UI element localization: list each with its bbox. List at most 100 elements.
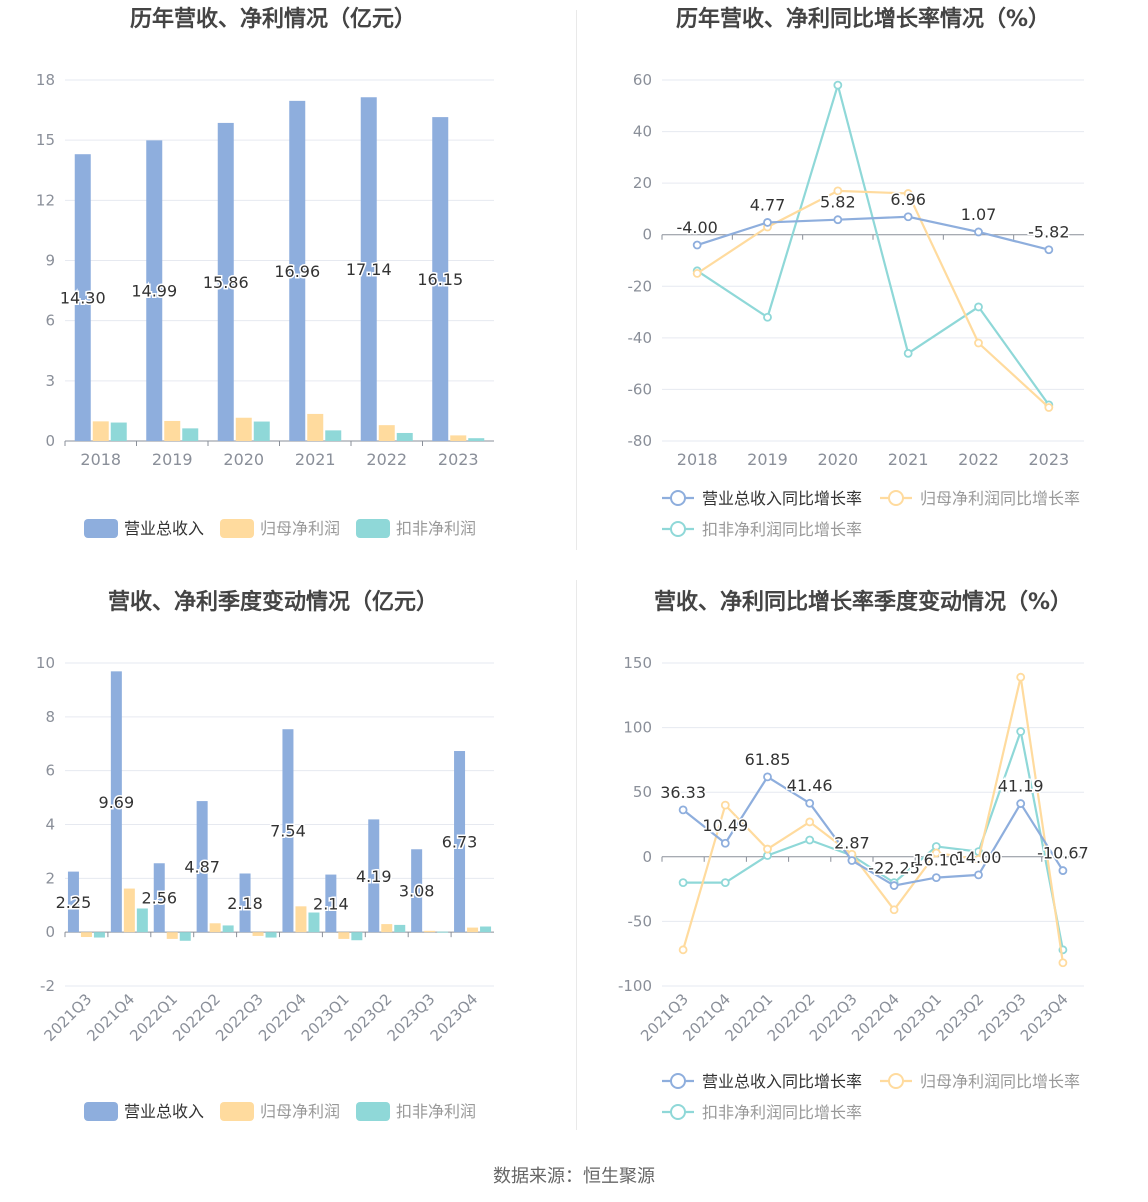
- quarterly-growth-legend-label: 归母净利润同比增长率: [920, 1072, 1080, 1091]
- quarterly-amount-bar-1: [209, 923, 221, 933]
- annual-growth-series-line-1: [696, 189, 1050, 409]
- annual-growth-point-0: [903, 212, 913, 222]
- annual-growth-legend-swatch-marker: [670, 521, 686, 537]
- annual-amount-data-label: 17.14: [346, 260, 392, 279]
- quarterly-growth-ytick-label: 100: [623, 719, 652, 737]
- quarterly-amount-ytick-label: -2: [40, 977, 55, 995]
- annual-growth-point-2: [763, 312, 772, 322]
- quarterly-amount-legend-swatch: [356, 1102, 390, 1121]
- annual-amount-bar-2: [253, 421, 270, 441]
- quarterly-growth-point-1: [1058, 958, 1068, 968]
- annual-growth-point-0: [692, 240, 702, 250]
- annual-growth-point-0: [833, 215, 843, 225]
- annual-amount-bar-0: [360, 97, 377, 442]
- annual-growth-point-2: [974, 302, 983, 312]
- vertical-divider-bottom: [576, 580, 577, 1130]
- quarterly-amount-bar-1: [424, 930, 436, 933]
- annual-amount-legend-swatch: [84, 519, 118, 538]
- annual-amount-ytick-label: 3: [45, 372, 55, 390]
- quarterly-growth-point-0: [847, 856, 857, 865]
- quarterly-amount-bar-0: [368, 819, 380, 933]
- annual-amount-xtick-label: 2021: [295, 450, 336, 469]
- quarterly-growth-point-1: [720, 800, 730, 810]
- quarterly-growth-point-1: [1016, 672, 1026, 682]
- annual-amount-ytick-label: 6: [45, 312, 55, 330]
- quarterly-amount-data-label: 2.18: [227, 894, 263, 913]
- quarterly-amount-bar-0: [325, 874, 337, 933]
- quarterly-amount-bar-0: [454, 751, 466, 933]
- quarterly-amount-legend-label: 归母净利润: [260, 1102, 340, 1121]
- annual-amount-bar-1: [235, 417, 252, 441]
- annual-growth-ytick-label: -80: [628, 432, 653, 450]
- annual-amount-bar-1: [378, 425, 395, 441]
- quarterly-amount-data-label: 3.08: [399, 882, 435, 901]
- annual-amount-legend-label: 营业总收入: [124, 519, 204, 538]
- annual-amount-bar-0: [217, 122, 234, 442]
- annual-growth-point-1: [833, 186, 843, 196]
- quarterly-amount-bar-0: [239, 873, 251, 933]
- annual-amount-xtick-label: 2023: [438, 450, 479, 469]
- annual-growth-point-1: [1044, 403, 1054, 412]
- quarterly-growth-point-0: [889, 881, 899, 890]
- quarterly-amount-bar-2: [136, 908, 148, 933]
- quarterly-amount-bar-2: [351, 932, 363, 941]
- quarterly-amount-ytick-label: 10: [36, 654, 55, 672]
- quarterly-amount-bar-0: [67, 871, 79, 933]
- quarterly-growth-series-line-2: [683, 727, 1064, 951]
- quarterly-amount-bar-1: [381, 924, 393, 933]
- annual-growth-point-0: [974, 227, 983, 237]
- annual-amount-bar-1: [450, 435, 467, 441]
- annual-amount-bar-2: [182, 428, 199, 441]
- quarterly-growth-data-label: 41.19: [998, 777, 1044, 796]
- annual-growth-legend-swatch-marker: [670, 490, 686, 506]
- quarterly-amount-ytick-label: 4: [45, 816, 55, 834]
- annual-growth-point-0: [1044, 245, 1054, 255]
- quarterly-growth-data-label: 61.85: [745, 750, 791, 769]
- annual-growth-ytick-label: 60: [633, 71, 652, 89]
- quarterly-growth-data-label: -22.25: [868, 859, 920, 878]
- quarterly-amount-bar-0: [282, 729, 294, 933]
- quarterly-growth-legend-swatch-marker: [888, 1073, 904, 1089]
- annual-growth-legend-label: 扣非净利润同比增长率: [702, 520, 862, 539]
- annual-growth-xtick-label: 2023: [1028, 450, 1069, 469]
- annual-amount-ytick-label: 12: [36, 191, 55, 209]
- annual-growth-title: 历年营收、净利同比增长率情况（%）: [676, 6, 1050, 32]
- annual-amount-title: 历年营收、净利情况（亿元）: [130, 6, 416, 32]
- annual-amount-legend-swatch: [220, 519, 254, 538]
- annual-growth-data-label: -5.82: [1028, 223, 1069, 242]
- annual-amount-legend-swatch: [356, 519, 390, 538]
- quarterly-amount-legend-label: 扣非净利润: [396, 1102, 476, 1121]
- annual-growth-ytick-label: -20: [628, 277, 653, 295]
- quarterly-growth-point-2: [678, 878, 688, 888]
- quarterly-growth-ytick-label: 0: [642, 848, 652, 866]
- annual-amount-ytick-label: 0: [45, 432, 55, 450]
- quarterly-amount-bar-2: [93, 932, 105, 938]
- annual-growth-ytick-label: 40: [633, 123, 652, 141]
- quarterly-growth-point-1: [889, 905, 899, 915]
- quarterly-amount-legend-swatch: [84, 1102, 118, 1121]
- quarterly-amount-data-label: 9.69: [99, 793, 135, 812]
- quarterly-growth-xtick-label: 2023Q4: [1017, 990, 1072, 1045]
- annual-amount-ytick-label: 18: [36, 71, 55, 89]
- annual-growth-point-1: [974, 338, 983, 348]
- quarterly-growth-legend-swatch-marker: [670, 1073, 686, 1089]
- annual-growth-data-label: -4.00: [676, 218, 717, 237]
- quarterly-amount-bar-2: [480, 926, 492, 933]
- quarterly-growth-series-line-1: [682, 676, 1064, 963]
- quarterly-amount-bar-2: [394, 924, 406, 933]
- quarterly-growth-point-0: [805, 798, 815, 808]
- annual-growth-point-0: [763, 218, 772, 227]
- quarterly-growth-ytick-label: 150: [623, 654, 652, 672]
- annual-growth-legend-label: 归母净利润同比增长率: [920, 489, 1080, 508]
- quarterly-amount-bar-0: [411, 849, 423, 933]
- quarterly-growth-series-line-0: [682, 775, 1064, 887]
- annual-amount-bar-2: [468, 438, 485, 441]
- annual-growth-point-1: [903, 189, 913, 198]
- quarterly-growth-point-1: [678, 945, 688, 955]
- annual-amount-data-label: 14.99: [131, 282, 177, 301]
- quarterly-amount-legend-swatch: [220, 1102, 254, 1121]
- quarterly-growth-legend-swatch-marker: [670, 1104, 686, 1120]
- quarterly-growth-point-1: [805, 817, 815, 827]
- annual-amount-bar-2: [110, 422, 127, 441]
